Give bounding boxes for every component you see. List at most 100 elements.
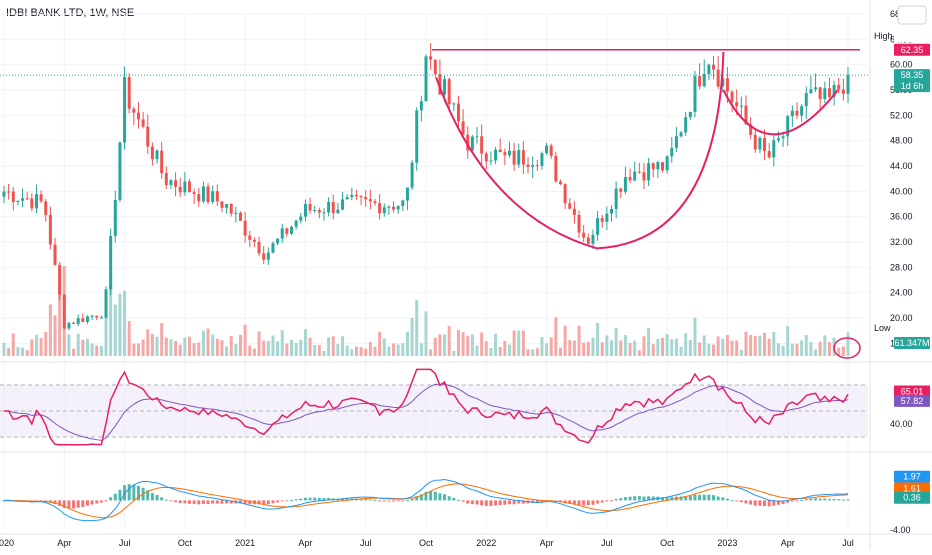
volume-bar [763, 332, 767, 356]
macd-histogram-bar [62, 500, 66, 509]
macd-histogram-bar [433, 491, 437, 501]
x-tick-label: Jul [842, 538, 854, 548]
candle-body [30, 198, 34, 209]
candle-body [540, 153, 544, 166]
volume-bar [21, 347, 25, 356]
macd-histogram-bar [118, 489, 122, 501]
macd-histogram-bar [512, 500, 516, 505]
candle-body [609, 208, 613, 214]
volume-bar [545, 343, 549, 356]
candle-body [684, 117, 688, 133]
candle-body [698, 76, 702, 87]
candle-body [688, 111, 692, 118]
candle-body [818, 87, 822, 99]
candle-body [753, 134, 757, 150]
macd-histogram-bar [832, 498, 836, 501]
chart-settings-button[interactable] [897, 5, 927, 25]
last-price-tag: 58.35 [901, 70, 924, 80]
macd-histogram-bar [72, 500, 76, 509]
candle-body [183, 181, 187, 193]
volume-bar [155, 336, 159, 356]
candle-body [735, 102, 739, 107]
x-tick-label: Jul [360, 538, 372, 548]
candle-body [164, 173, 168, 185]
volume-bar [790, 343, 794, 356]
macd-histogram-bar [313, 497, 317, 501]
macd-histogram-bar [396, 500, 400, 502]
macd-signal-line [3, 483, 849, 519]
candle-body [572, 208, 576, 215]
macd-histogram-bar [572, 500, 576, 505]
macd-histogram-bar [438, 493, 442, 501]
volume-bar [141, 339, 145, 356]
candle-body [814, 87, 818, 90]
candle-body [229, 203, 233, 214]
x-tick-label: Jul [119, 538, 131, 548]
volume-bar [192, 343, 196, 356]
candle-body [331, 202, 335, 213]
candle-body [633, 171, 637, 181]
macd-histogram-bar [90, 500, 94, 505]
volume-bar [229, 336, 233, 356]
candle-body [104, 289, 108, 318]
candle-body [141, 119, 145, 127]
candle-body [257, 241, 261, 254]
volume-bar [744, 331, 748, 356]
macd-histogram-bar [647, 496, 651, 501]
macd-histogram-bar [456, 499, 460, 501]
volume-bar [215, 338, 219, 356]
volume-bar [725, 335, 729, 356]
volume-bar [656, 339, 660, 356]
candle-body [475, 136, 479, 138]
rsi-ma-line [3, 383, 849, 441]
volume-bar [475, 345, 479, 356]
macd-histogram-bar [633, 496, 637, 501]
volume-bar [531, 349, 535, 356]
candle-body [155, 150, 159, 160]
volume-bar [113, 304, 117, 356]
volume-bar [776, 343, 780, 356]
candle-body [294, 220, 298, 227]
macd-histogram-bar [786, 500, 790, 503]
candle-body [405, 187, 409, 201]
y-tick-label: 24.00 [890, 288, 913, 298]
volume-bar [596, 322, 600, 356]
macd-histogram-bar [749, 500, 753, 505]
volume-bar [837, 347, 841, 356]
candle-body [531, 165, 535, 167]
volume-bar [234, 344, 238, 356]
volume-bar [48, 304, 52, 356]
volume-bar [707, 343, 711, 356]
volume-bar [44, 331, 48, 356]
macd-histogram-bar [540, 500, 544, 503]
candle-body [586, 237, 590, 244]
macd-histogram-bar [132, 484, 136, 501]
macd-histogram-bar [744, 500, 748, 504]
candle-body [327, 202, 331, 213]
candle-body [359, 195, 363, 198]
candle-body [702, 74, 706, 87]
candle-body [127, 77, 131, 109]
candle-body [730, 91, 734, 103]
macd-layer [2, 479, 850, 522]
candle-body [211, 191, 215, 203]
volume-bar [405, 331, 409, 356]
x-tick-label: Apr [781, 538, 795, 548]
macd-histogram-bar [387, 500, 391, 502]
macd-histogram-bar [507, 500, 511, 505]
candle-body [795, 110, 799, 116]
candle-body [67, 322, 71, 329]
candle-body [665, 156, 669, 171]
volume-bar [424, 311, 428, 356]
candle-body [619, 188, 623, 192]
countdown-tag: 1d 6h [901, 81, 924, 91]
volume-bar [378, 331, 382, 356]
volume-bar [605, 335, 609, 356]
candle-body [280, 228, 284, 239]
macd-histogram-bar [642, 496, 646, 501]
candle-body [767, 151, 771, 158]
macd-histogram-bar [187, 500, 191, 504]
volume-bar [814, 349, 818, 356]
candle-body [187, 181, 191, 193]
